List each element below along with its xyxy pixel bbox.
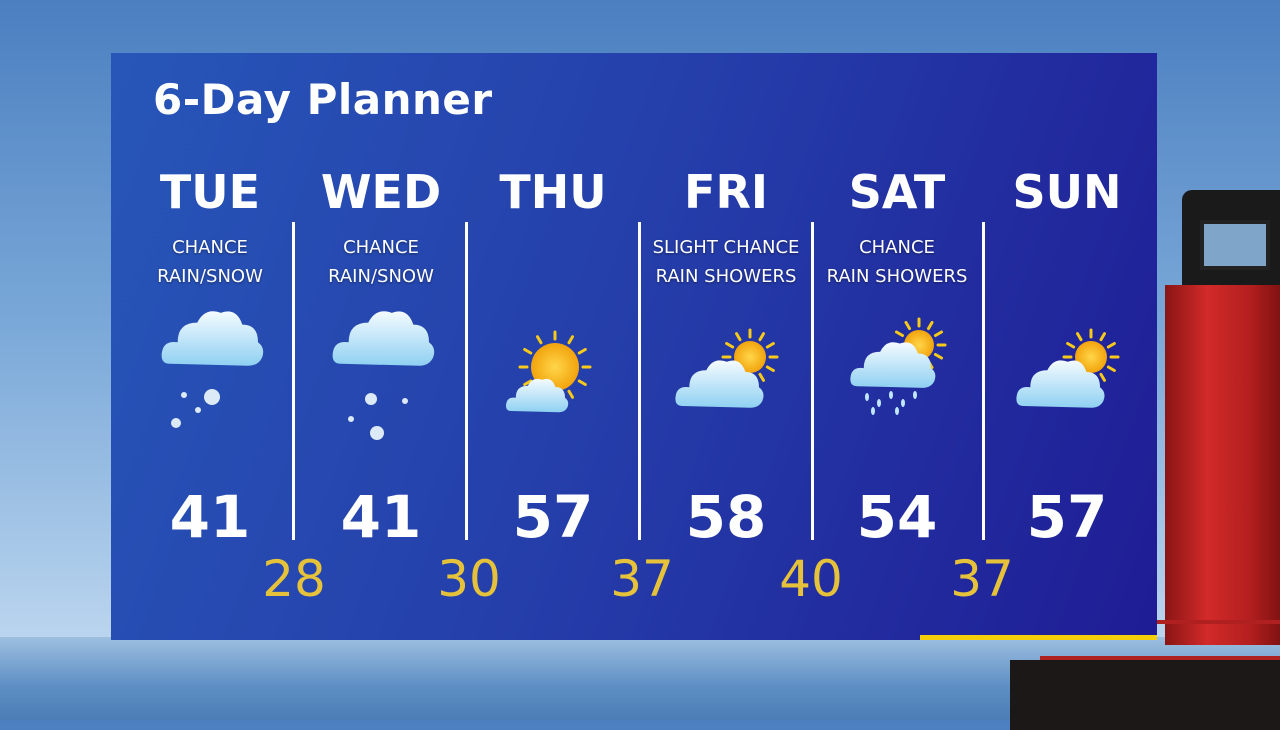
high-temp: 57 bbox=[512, 483, 594, 551]
low-temp: 37 bbox=[610, 550, 674, 608]
forecast-panel: 6-Day Planner TUE CHANCE RAIN/SNOW 41 WED … bbox=[111, 53, 1157, 640]
cloud-rain-snow-icon bbox=[161, 311, 264, 428]
high-temp: 41 bbox=[340, 483, 422, 551]
condition-text bbox=[467, 233, 639, 293]
day-name: FRI bbox=[684, 165, 768, 219]
day-column-thu: THU 57 bbox=[467, 165, 639, 551]
sun-cloud-rain-icon bbox=[850, 317, 947, 415]
high-temp: 54 bbox=[856, 483, 938, 551]
day-column-sat: SAT CHANCE RAIN SHOWERS 54 bbox=[811, 165, 983, 551]
high-temp: 58 bbox=[685, 483, 767, 551]
divider bbox=[292, 222, 295, 540]
day-column-sun: SUN 57 bbox=[981, 165, 1153, 551]
day-name: SUN bbox=[1012, 165, 1122, 219]
condition-text bbox=[981, 233, 1153, 293]
day-column-tue: TUE CHANCE RAIN/SNOW 41 bbox=[124, 165, 296, 551]
day-name: WED bbox=[320, 165, 442, 219]
partly-cloudy-icon bbox=[675, 328, 779, 408]
day-name: SAT bbox=[848, 165, 946, 219]
condition-text: CHANCE RAIN SHOWERS bbox=[826, 237, 968, 287]
divider bbox=[465, 222, 468, 540]
day-name: TUE bbox=[159, 165, 261, 219]
condition-text: CHANCE RAIN/SNOW bbox=[157, 237, 263, 287]
day-name: THU bbox=[499, 165, 607, 219]
low-temp: 28 bbox=[262, 550, 326, 608]
low-temp: 40 bbox=[779, 550, 843, 608]
low-temp: 37 bbox=[950, 550, 1014, 608]
day-column-wed: WED CHANCE RAIN/SNOW 41 bbox=[295, 165, 467, 551]
day-column-fri: FRI SLIGHT CHANCE RAIN SHOWERS 58 bbox=[640, 165, 812, 551]
high-temp: 41 bbox=[169, 483, 251, 551]
sun-cloud-icon bbox=[506, 330, 592, 413]
divider bbox=[638, 222, 641, 540]
low-temp: 30 bbox=[437, 550, 501, 608]
divider bbox=[982, 222, 985, 540]
condition-text: SLIGHT CHANCE RAIN SHOWERS bbox=[652, 237, 800, 287]
divider bbox=[811, 222, 814, 540]
accent-bar bbox=[920, 635, 1157, 640]
high-temp: 57 bbox=[1026, 483, 1108, 551]
lighthouse-image bbox=[1010, 160, 1280, 730]
page-title: 6-Day Planner bbox=[153, 75, 493, 124]
cloud-snow-icon bbox=[332, 311, 435, 440]
partly-cloudy-icon bbox=[1016, 328, 1120, 408]
condition-text: CHANCE RAIN/SNOW bbox=[328, 237, 434, 287]
